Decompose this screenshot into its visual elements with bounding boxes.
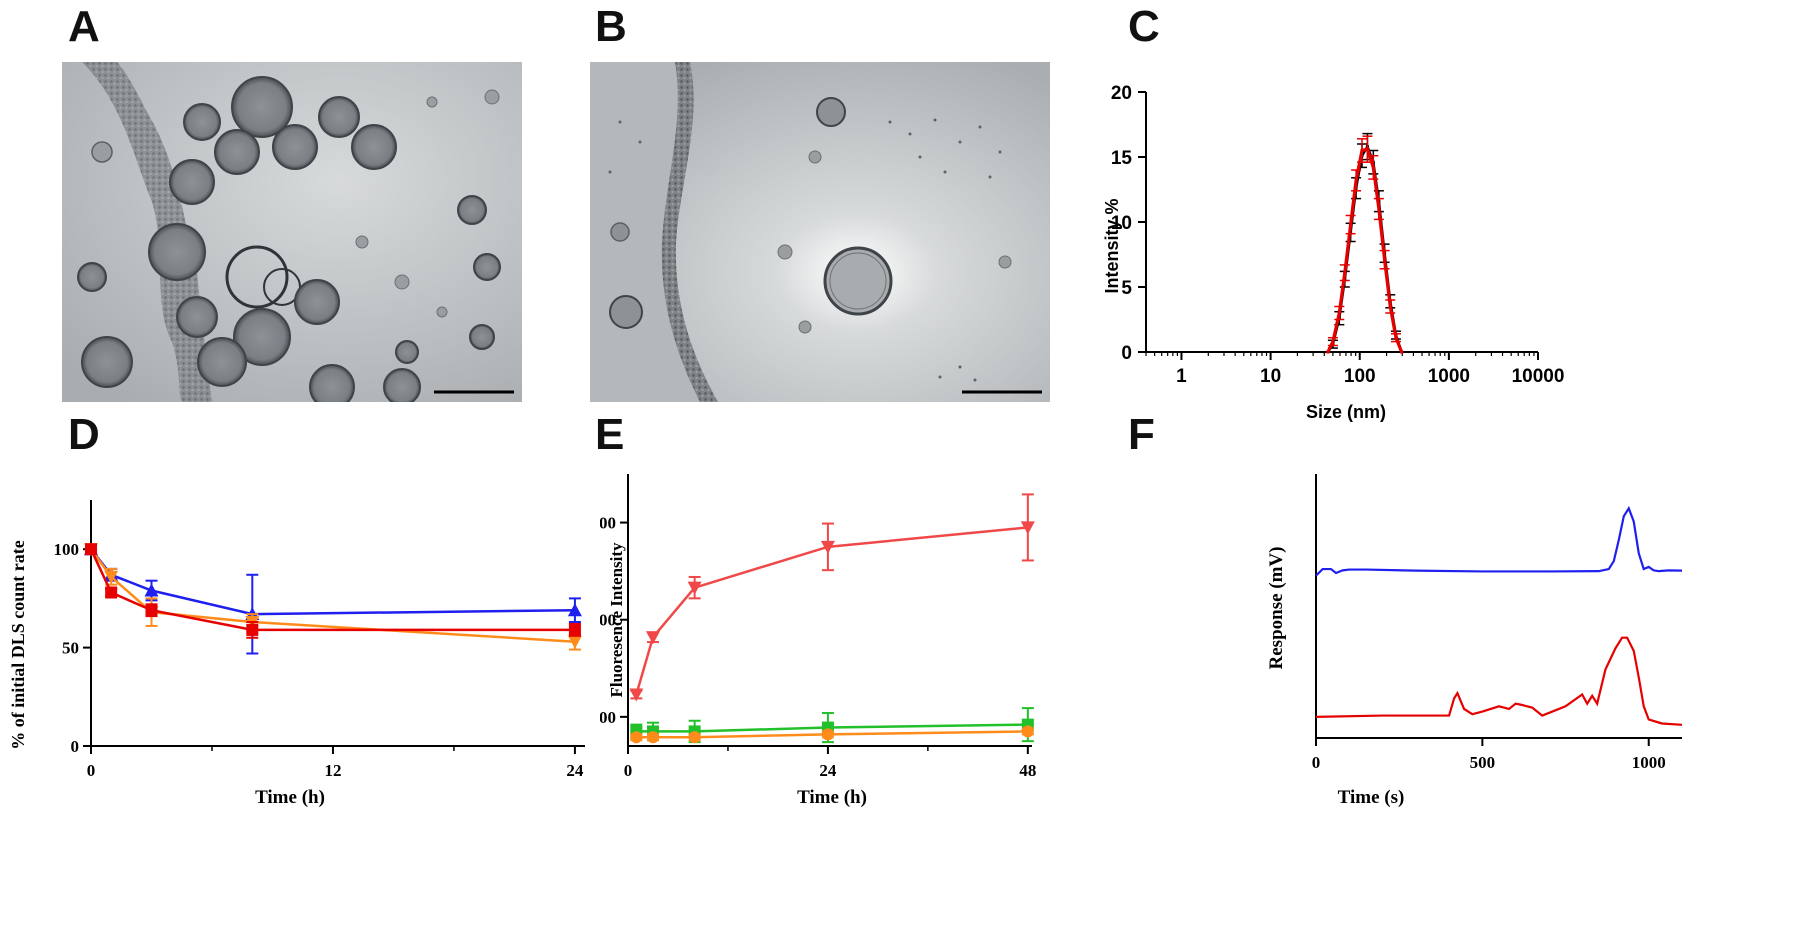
- chart-e-ylabel: Fluoresence Intensity: [607, 542, 626, 698]
- red-series-2-point: [1331, 340, 1335, 344]
- panel-label-f: F: [1128, 410, 1155, 459]
- chart-e: 10000 20000 30000 0 24 48 Time (h) Fluoresenc…: [600, 474, 1036, 808]
- x-tick-label: 1: [1176, 366, 1187, 387]
- rede-series-1-marker: [820, 540, 835, 554]
- rede-series-1-marker: [645, 631, 660, 645]
- panel-label-d: D: [68, 410, 100, 459]
- red-series-2-point: [1360, 149, 1364, 152]
- panel-label-e: E: [595, 410, 625, 459]
- orange-series-2-marker: [104, 570, 119, 584]
- y-tick-label: 0: [71, 737, 80, 756]
- red-series-2-point: [1337, 311, 1341, 315]
- y-tick-label: 100: [54, 540, 80, 559]
- orange-series-3-marker: [646, 731, 659, 744]
- x-tick-label: 1000: [1428, 366, 1470, 387]
- panel-label-c: C: [1128, 2, 1160, 51]
- y-tick-label: 0: [1121, 343, 1132, 364]
- chart-d-plot: 0 50 100 0 12 24: [54, 500, 585, 780]
- rede-series-1-marker: [687, 581, 702, 595]
- red-series-2-point: [1400, 350, 1404, 354]
- red-series-2-point: [1349, 223, 1353, 227]
- blue-series-1-line: [90, 548, 575, 616]
- red-series-2-point: [1365, 147, 1369, 151]
- orange-series-3-marker: [630, 731, 643, 744]
- rede-series-1-line: [635, 526, 1028, 695]
- red-series-3-marker: [105, 586, 118, 599]
- rede-series-1-marker: [629, 688, 644, 702]
- red-series-3-line: [89, 548, 575, 632]
- red-series-2-line: [1315, 636, 1683, 726]
- blue-series-1-line: [1315, 505, 1683, 577]
- red-series-3-marker: [85, 543, 97, 556]
- chart-d-xlabel: Time (h): [255, 787, 325, 808]
- x-tick-label: 0: [1312, 753, 1321, 772]
- red-series-3-marker: [145, 604, 158, 617]
- red-series-3-marker: [568, 623, 581, 636]
- x-tick-label: 500: [1470, 753, 1496, 772]
- x-tick-label: 10: [1260, 366, 1281, 387]
- x-tick-label: 10000: [1512, 366, 1565, 387]
- y-tick-label: 15: [1111, 148, 1133, 169]
- red-series-2-point: [1343, 271, 1347, 275]
- red-series-2-point: [1383, 258, 1387, 262]
- x-tick-label: 24: [566, 761, 584, 780]
- y-tick-label: 20: [1111, 83, 1132, 104]
- x-tick-label: 24: [819, 761, 837, 780]
- chart-f-ylabel: Response (mV): [1266, 547, 1287, 670]
- orange-series-3-marker: [1021, 725, 1034, 738]
- red-series-2-point: [1377, 207, 1381, 211]
- y-tick-label: 20000: [600, 611, 616, 630]
- y-tick-label: 10000: [600, 708, 616, 727]
- panel-label-a: A: [68, 2, 100, 51]
- y-tick-label: 50: [62, 639, 79, 658]
- red-series-2-point: [1394, 336, 1398, 340]
- y-tick-label: 30000: [600, 514, 616, 533]
- red-series-2-line: [1326, 147, 1404, 353]
- orange-series-3-marker: [821, 728, 834, 741]
- orange-series-3-marker: [688, 731, 701, 744]
- x-tick-label: 0: [87, 761, 96, 780]
- chart-e-xlabel: Time (h): [797, 787, 867, 808]
- rede-series-1-marker: [1020, 521, 1035, 535]
- chart-d-ylabel: % of initial DLS count rate: [8, 540, 28, 750]
- micrograph-a: [62, 62, 522, 402]
- red-series-2-point: [1371, 165, 1375, 169]
- chart-f-plot: 0 500 1000: [1312, 474, 1683, 772]
- chart-c-xlabel: Size (nm): [1306, 402, 1386, 422]
- chart-f: 0 500 1000 Time (s) Response (mV): [1266, 474, 1683, 808]
- orange-series-2-marker: [567, 635, 582, 649]
- micrograph-a-image: [62, 62, 522, 402]
- chart-c: 0 5 10 15 20 1 10 100 1000 10000 Size (nm) Intens…: [1102, 83, 1565, 422]
- chart-f-xlabel: Time (s): [1338, 787, 1405, 808]
- x-tick-label: 12: [324, 761, 341, 780]
- x-tick-label: 100: [1344, 366, 1376, 387]
- chart-c-plot: 0 5 10 15 20 1 10 100 1000 10000: [1111, 83, 1565, 387]
- y-tick-label: 10: [1111, 213, 1132, 234]
- micrograph-b: [590, 62, 1050, 402]
- y-tick-label: 5: [1121, 278, 1132, 299]
- red-series-2-point: [1326, 350, 1330, 354]
- red-series-2-point: [1388, 305, 1392, 308]
- chart-c-ylabel: Intensity %: [1102, 198, 1122, 293]
- red-series-2-point: [1354, 178, 1358, 182]
- micrograph-b-image: [590, 62, 1050, 402]
- blue-series-1-marker: [567, 603, 582, 617]
- blue-series-1-marker: [144, 583, 159, 597]
- x-tick-label: 0: [624, 761, 633, 780]
- x-tick-label: 1000: [1632, 753, 1666, 772]
- x-tick-label: 48: [1019, 761, 1036, 780]
- chart-d: 0 50 100 0 12 24 Time (h) % of initial DLS co…: [8, 500, 585, 808]
- chart-e-plot: 10000 20000 30000 0 24 48: [600, 474, 1036, 780]
- orange-series-2-line: [89, 548, 575, 643]
- red-series-3-marker: [246, 623, 259, 636]
- panel-label-b: B: [595, 2, 627, 51]
